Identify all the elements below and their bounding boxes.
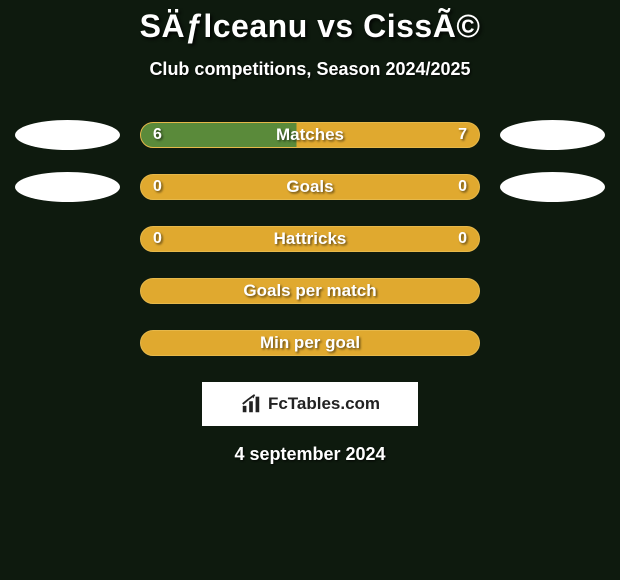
- stat-left-value: 0: [153, 227, 162, 251]
- stat-right-value: 0: [458, 175, 467, 199]
- stat-row: Goals per match: [0, 276, 620, 306]
- stat-left-value: 0: [153, 175, 162, 199]
- source-logo: FcTables.com: [202, 382, 418, 426]
- stat-right-value: 0: [458, 227, 467, 251]
- player-right-marker: [500, 172, 605, 202]
- player-left-marker: [15, 172, 120, 202]
- player-left-marker: [15, 120, 120, 150]
- stat-row: 6 Matches 7: [0, 120, 620, 150]
- stat-bar: 0 Hattricks 0: [140, 226, 480, 252]
- player-right-marker: [500, 120, 605, 150]
- stat-bar: 6 Matches 7: [140, 122, 480, 148]
- stat-label: Matches: [276, 125, 344, 145]
- stat-bar: Goals per match: [140, 278, 480, 304]
- page-title: SÄƒlceanu vs CissÃ©: [0, 8, 620, 45]
- date-text: 4 september 2024: [0, 444, 620, 465]
- stat-label: Goals: [286, 177, 333, 197]
- logo-text: FcTables.com: [268, 394, 380, 414]
- subtitle: Club competitions, Season 2024/2025: [0, 59, 620, 80]
- stat-left-value: 6: [153, 123, 162, 147]
- stat-bar: Min per goal: [140, 330, 480, 356]
- stat-label: Min per goal: [260, 333, 360, 353]
- stat-row: 0 Goals 0: [0, 172, 620, 202]
- stat-row: 0 Hattricks 0: [0, 224, 620, 254]
- stat-bar: 0 Goals 0: [140, 174, 480, 200]
- stat-label: Hattricks: [274, 229, 347, 249]
- stat-label: Goals per match: [243, 281, 376, 301]
- stat-rows: 6 Matches 7 0 Goals 0 0 Hattricks 0 Goals per mat…: [0, 120, 620, 358]
- comparison-infographic: SÄƒlceanu vs CissÃ© Club competitions, S…: [0, 0, 620, 580]
- stat-row: Min per goal: [0, 328, 620, 358]
- bar-chart-icon: [240, 393, 262, 415]
- stat-right-value: 7: [458, 123, 467, 147]
